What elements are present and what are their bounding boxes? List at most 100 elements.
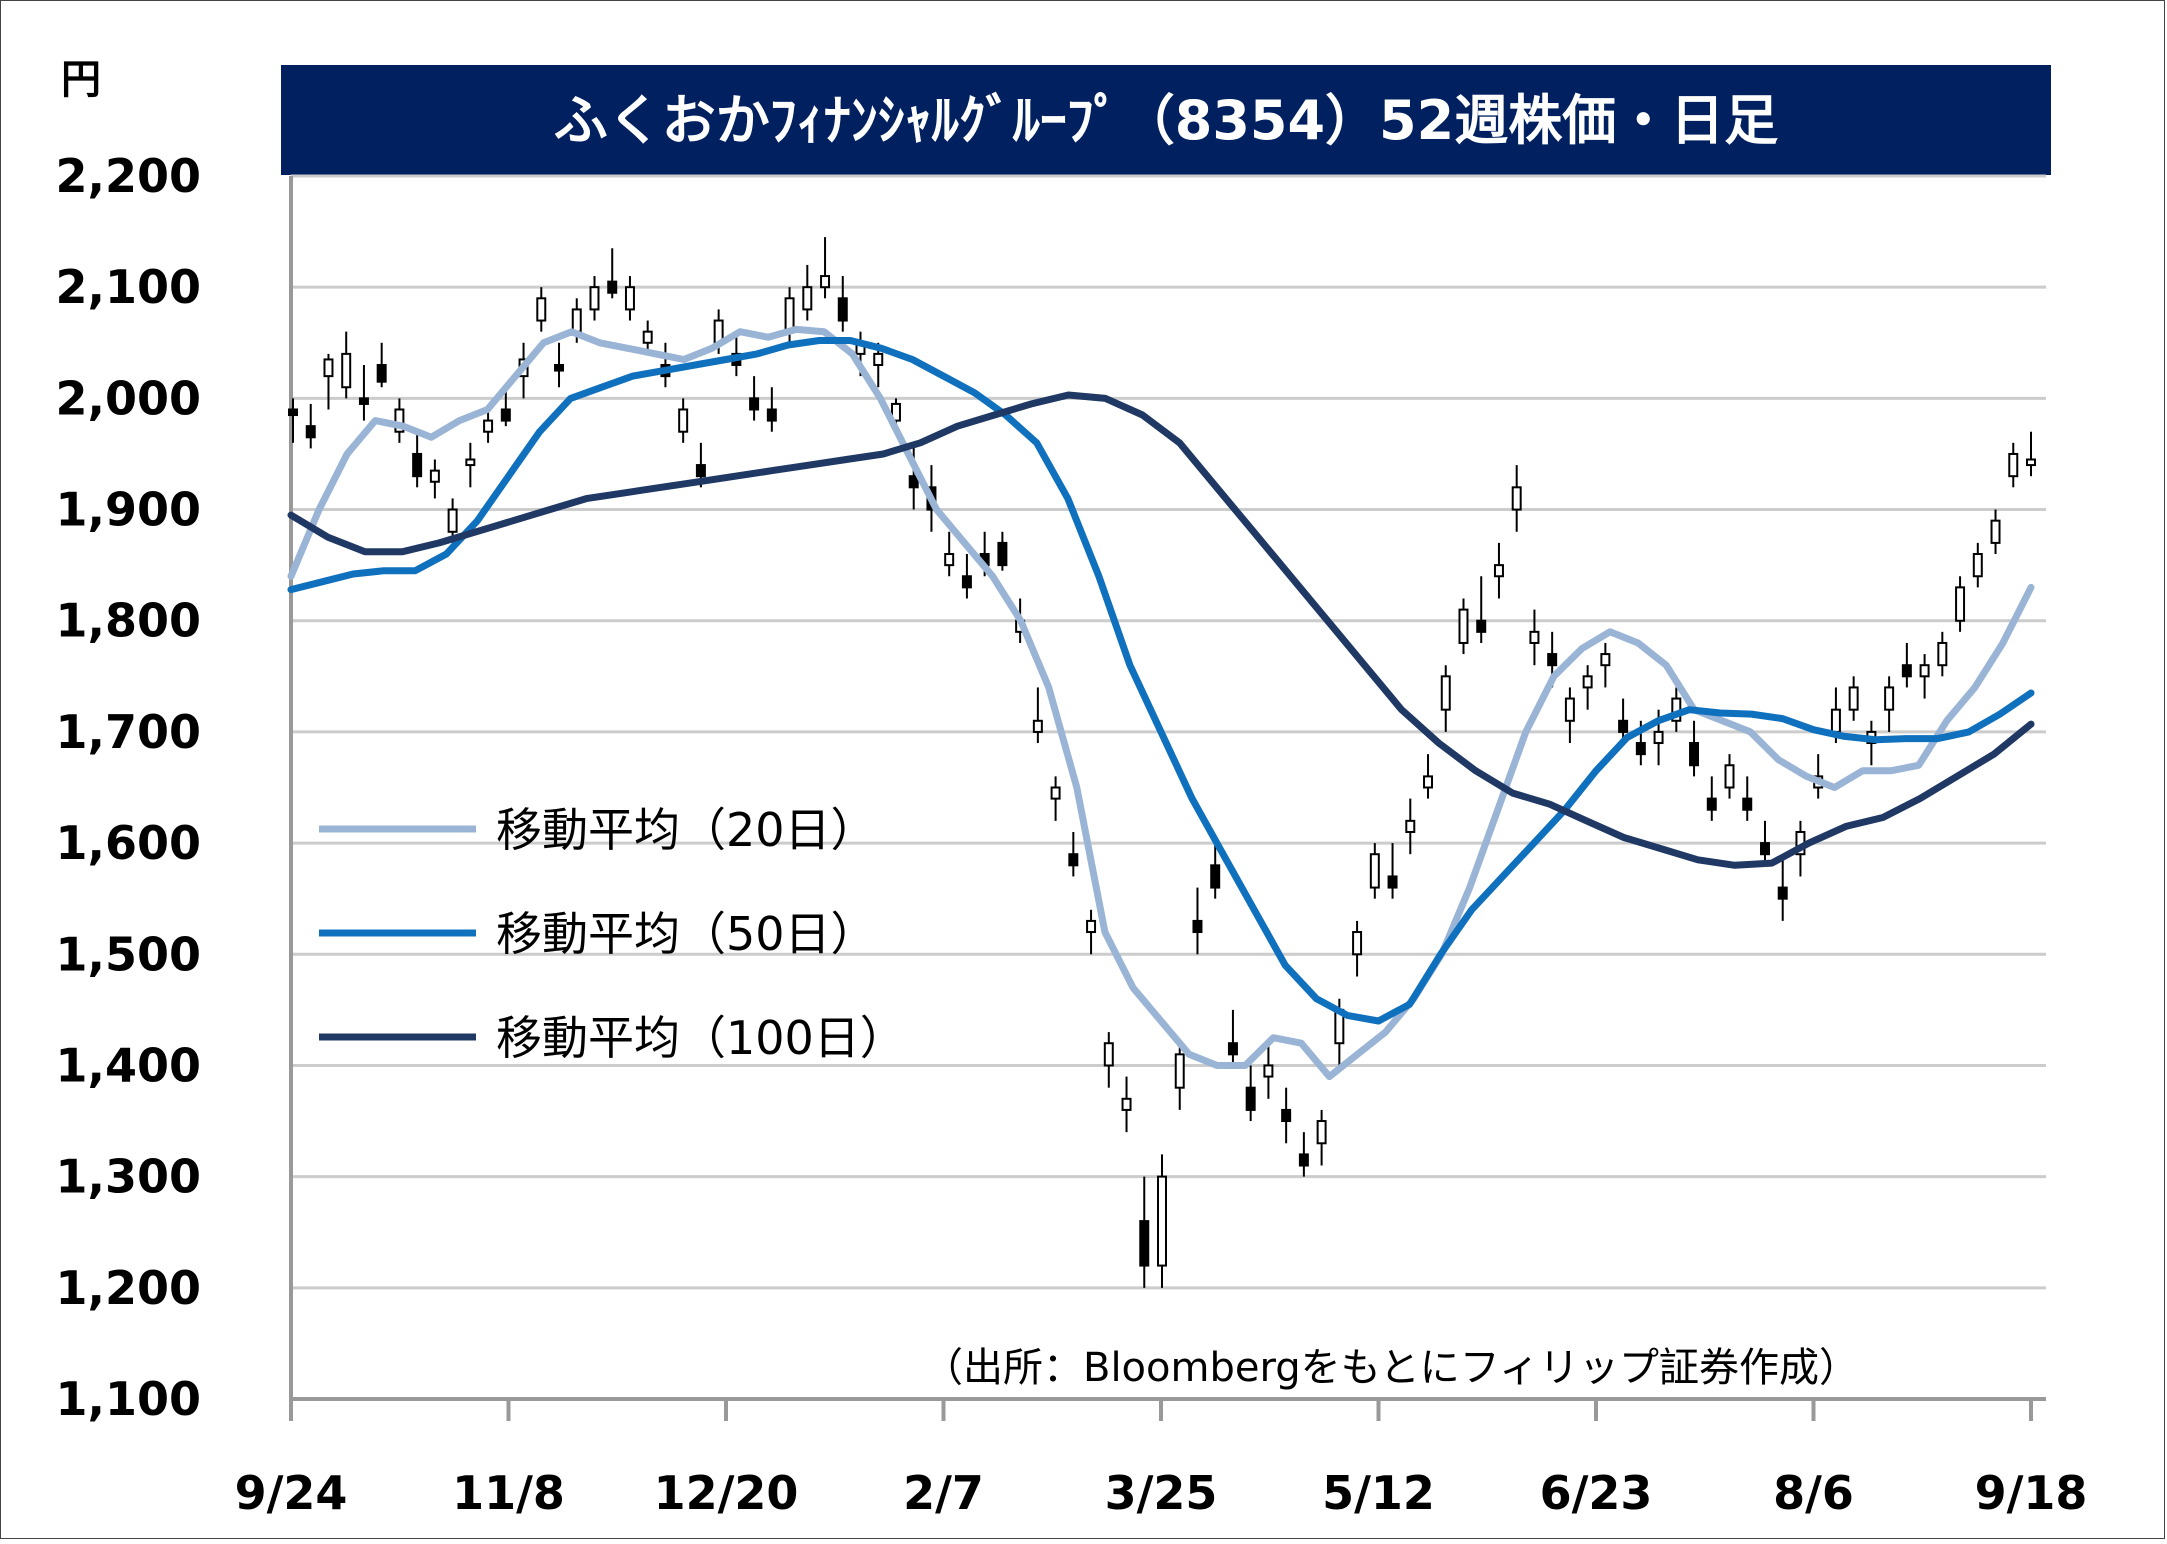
candle-body [961,575,972,589]
candle-body [1884,686,1895,711]
candle-body [749,397,760,411]
candle-body [1600,653,1611,667]
candle-body [1245,1086,1256,1111]
candle-body [1192,919,1203,934]
legend-label: 移動平均（20日） [496,803,877,857]
candle-body [1369,853,1380,889]
y-tick-label: 2,100 [55,260,201,314]
candle-body [1689,742,1700,767]
candle-body [997,541,1008,567]
candle-body [483,419,494,433]
x-tick-label: 9/24 [235,1466,348,1520]
candle-body [1476,619,1487,633]
y-tick-label: 1,600 [55,816,201,870]
candle-body [1777,886,1788,900]
candle-body [1564,697,1575,722]
x-tick-label: 5/12 [1322,1466,1435,1520]
candle-body [1263,1064,1274,1078]
candle-body [2008,452,2019,478]
candlesticks [288,237,2036,1288]
candle-body [1742,797,1753,811]
candle-body [465,458,476,467]
candle-body [554,364,565,372]
y-tick-label: 1,100 [55,1372,201,1426]
candle-body [1405,819,1416,833]
candle-body [1440,675,1451,711]
x-tick-label: 9/18 [1975,1466,2088,1520]
candle-body [1493,564,1504,578]
y-tick-label: 2,000 [55,371,201,425]
candle-body [1511,486,1522,511]
candle-body [837,297,848,322]
candle-body [1458,608,1469,644]
candle-body [802,286,813,311]
legend-label: 移動平均（100日） [496,1011,906,1065]
candle-body [1210,864,1221,889]
grid [291,174,2046,1290]
candle-body [1653,730,1664,745]
candle-body [305,425,316,439]
candle-body [1706,797,1717,811]
candle-body [678,408,689,433]
candle-body [1972,553,1983,578]
candle-body [1830,708,1841,733]
candle-body [1547,653,1558,667]
candle-body [1423,775,1434,789]
candle-body [412,452,423,478]
candle-body [1848,686,1859,711]
candle-body [873,352,884,367]
candle-body [1298,1153,1309,1167]
source-note: （出所：Bloombergをもとにフィリップ証券作成） [923,1345,1859,1391]
candle-body [1050,786,1061,800]
candle-body [1086,919,1097,934]
candle-body [1032,719,1043,733]
candle-body [1529,630,1540,644]
legend: 移動平均（20日） 移動平均（50日） 移動平均（100日） [319,803,906,1065]
candle-body [1316,1120,1327,1145]
x-tick-label: 2/7 [903,1466,984,1520]
candle-body [589,286,600,311]
y-tick-label: 1,300 [55,1150,201,1204]
candle-body [1990,519,2001,544]
x-tick-label: 11/8 [452,1466,565,1520]
axes [289,176,2046,1401]
x-tick-label: 8/6 [1773,1466,1854,1520]
y-tick-label: 1,700 [55,705,201,759]
candle-body [1387,875,1398,889]
ma-line [287,325,2035,1081]
y-tick-label: 1,900 [55,483,201,537]
ma-line [287,337,2035,1025]
candle-body [500,408,511,422]
x-tick-label: 6/23 [1540,1466,1653,1520]
candle-body [288,408,298,417]
candle-body [358,397,369,405]
candle-body [1955,586,1966,622]
candle-body [766,408,777,422]
y-axis-ticks: 2,200 2,100 2,000 1,900 1,800 1,700 1,600 1,500… [55,149,201,1426]
candle-body [820,275,831,289]
candle-body [1724,764,1735,789]
candle-body [536,297,547,322]
candle-body [376,364,387,383]
x-tick-label: 12/20 [654,1466,799,1520]
candle-body [944,553,955,567]
ma-line [287,391,2035,869]
candle-body [394,408,405,433]
y-tick-label: 1,200 [55,1261,201,1315]
candle-body [1937,641,1948,667]
y-unit-label: 円 [61,57,101,103]
chart-title: ふくおかﾌｨﾅﾝｼｬﾙｸﾞﾙｰﾌﾟ（8354）52週株価・日足 [554,89,1778,152]
candle-body [1635,742,1646,756]
candle-body [323,358,334,378]
candle-body [1121,1097,1132,1111]
candle-body [429,469,440,483]
candle-body [1618,719,1629,733]
title-bar [281,65,2051,175]
candle-body [1174,1053,1185,1089]
candle-body [624,286,635,311]
candle-body [1103,1042,1114,1067]
x-axis-ticks: 9/24 11/8 12/20 2/7 3/25 5/12 6/23 8/6 9/18 [235,1399,2088,1520]
candle-body [1068,853,1079,867]
